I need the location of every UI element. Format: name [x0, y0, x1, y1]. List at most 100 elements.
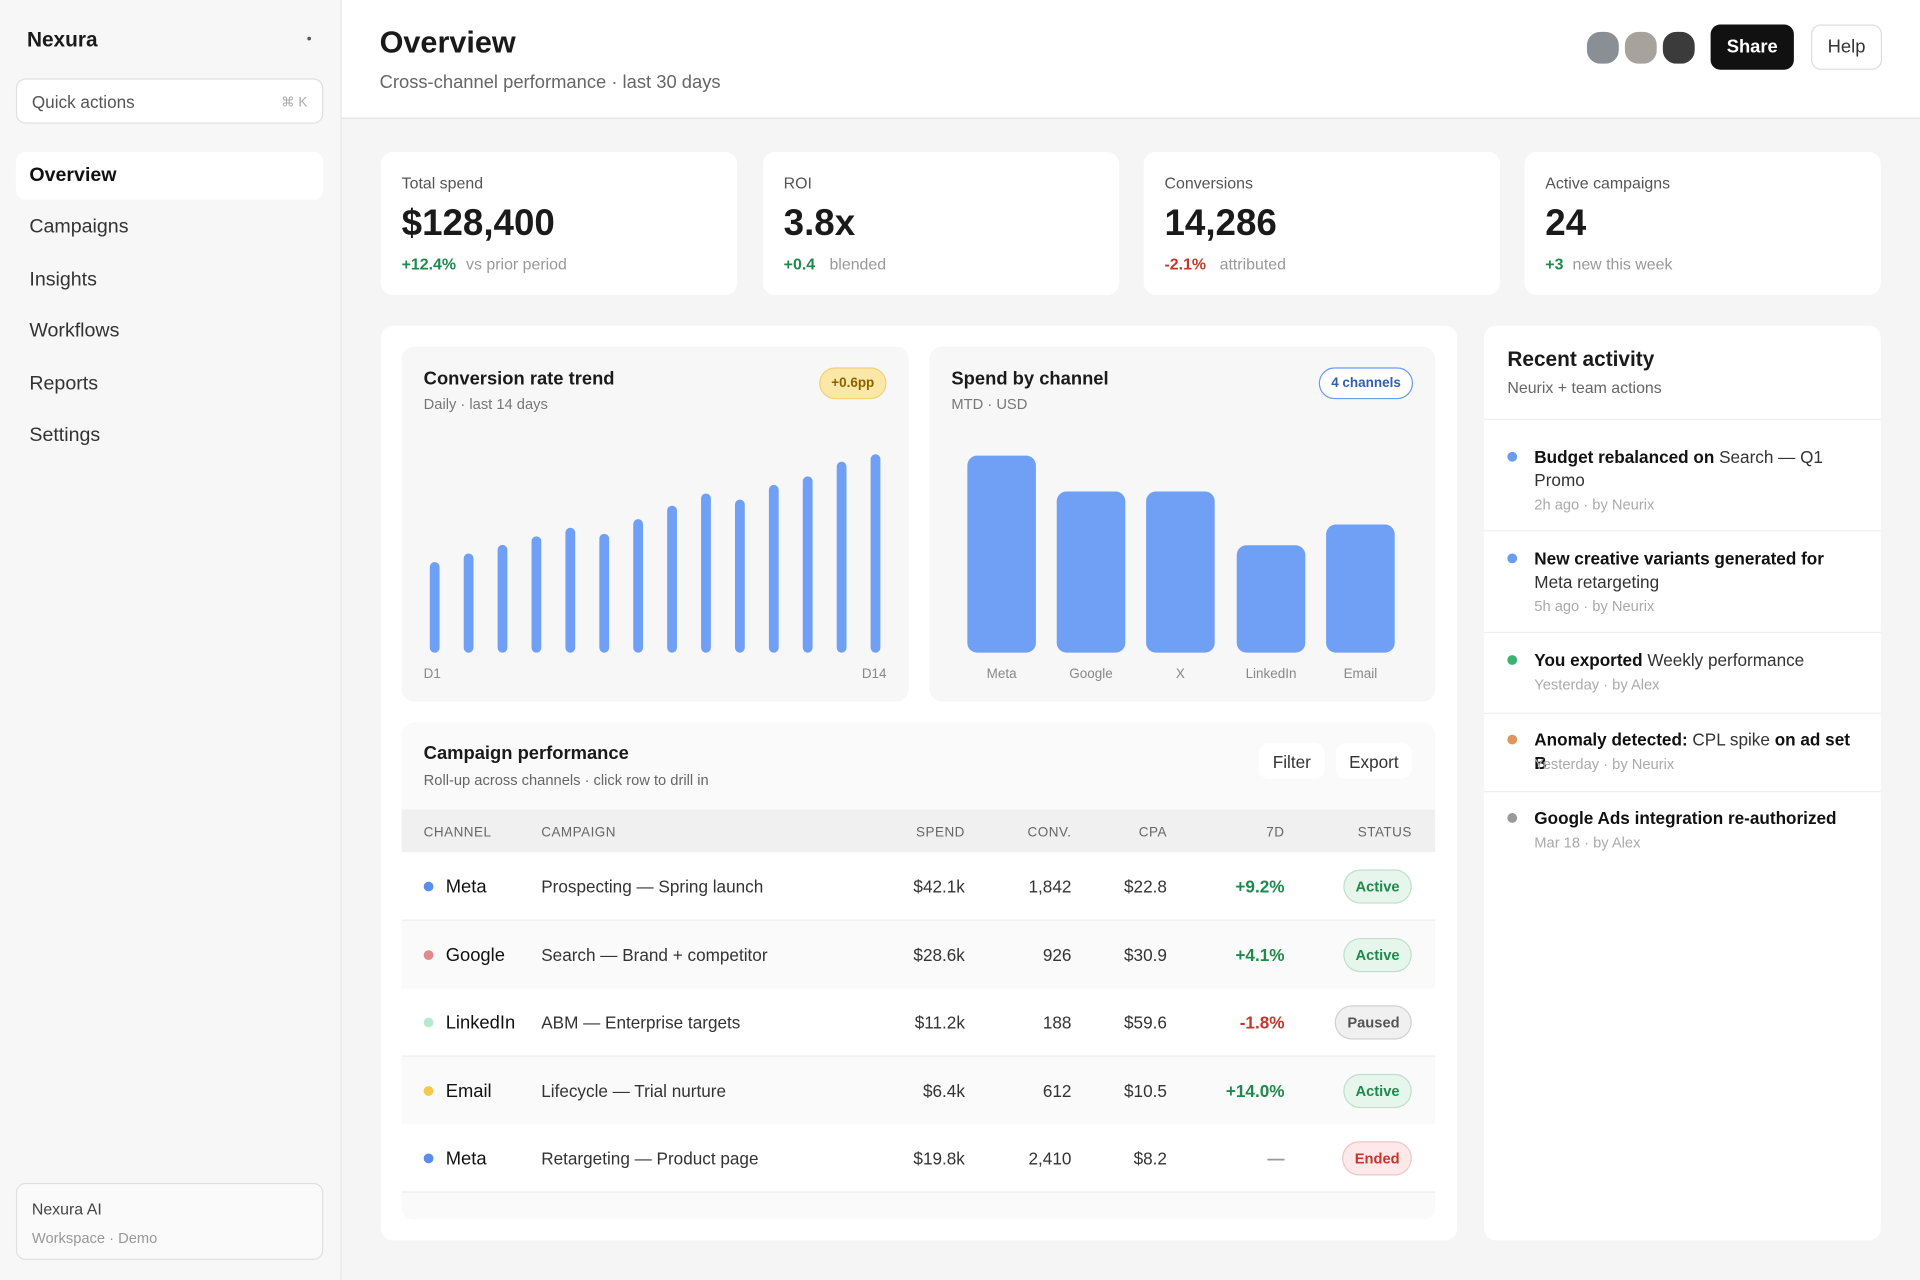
- kpi-card: ROI 3.8x +0.4 blended: [762, 151, 1120, 296]
- activity-meta: Yesterday · by Alex: [1534, 675, 1660, 694]
- channel-dot: [423, 1153, 434, 1164]
- share-button[interactable]: Share: [1710, 24, 1794, 70]
- channel: Meta: [445, 1148, 487, 1170]
- channel: Email: [445, 1080, 492, 1102]
- divider: [1484, 631, 1881, 634]
- nav-item[interactable]: Workflows: [29, 320, 120, 342]
- bar: [531, 536, 542, 653]
- nav-item[interactable]: Campaigns: [29, 216, 129, 238]
- conversion-chart-card: Conversion rate trend Daily · last 14 day…: [401, 346, 909, 702]
- table-row[interactable]: Meta Retargeting — Product page $19.8k 2,41…: [401, 1124, 1436, 1193]
- bar: [463, 553, 474, 653]
- activity-detail: Search — Q1 Promo: [1534, 446, 1823, 490]
- table-header: [401, 809, 1436, 853]
- avatar[interactable]: [1584, 29, 1622, 67]
- nav-item[interactable]: Reports: [29, 372, 98, 394]
- activity-meta: 2h ago · by Neurix: [1534, 495, 1655, 514]
- table-row[interactable]: LinkedIn ABM — Enterprise targets $11.2k 18…: [401, 988, 1436, 1057]
- column-header: SPEND: [916, 825, 965, 841]
- metric: $11.2k: [914, 1012, 965, 1033]
- activity-action: You exported: [1534, 650, 1643, 670]
- workspace[interactable]: Nexura AI Workspace · Demo: [15, 1182, 324, 1261]
- divider: [1484, 418, 1881, 421]
- activity-title: Recent activity: [1507, 347, 1655, 372]
- status-pill: Paused: [1335, 1005, 1412, 1040]
- bar: [1326, 524, 1395, 653]
- x-tick-label: Email: [1344, 666, 1378, 681]
- chart-plot: D1 D14: [424, 454, 887, 681]
- nav-item[interactable]: Overview: [15, 151, 324, 200]
- channel-dot: [423, 1017, 434, 1028]
- change-7d: —: [1267, 1148, 1285, 1169]
- kpi-delta: -2.1%: [1164, 254, 1207, 274]
- bar: [1236, 545, 1306, 653]
- x-tick-label: LinkedIn: [1246, 666, 1297, 681]
- bar: [497, 544, 508, 653]
- quick-actions[interactable]: Quick actions ⌘ K: [15, 78, 324, 124]
- brand-menu[interactable]: [307, 36, 312, 41]
- table-row[interactable]: Google Search — Brand + competitor $28.6k 9…: [401, 920, 1436, 989]
- metric: 1,842: [1028, 876, 1072, 897]
- sidebar: Nexura Quick actions ⌘ K Overview Campaig…: [0, 0, 342, 1280]
- nav-item[interactable]: Insights: [29, 268, 97, 290]
- column-header: CHANNEL: [423, 825, 492, 841]
- export-button[interactable]: Export: [1335, 743, 1412, 779]
- change-7d: +14.0%: [1225, 1080, 1285, 1101]
- kpi-card: Active campaigns 24 +3 new this week: [1524, 151, 1881, 296]
- activity-action: Budget rebalanced on: [1534, 446, 1715, 467]
- bar: [667, 505, 677, 653]
- channel-dot: [423, 881, 434, 892]
- activity-dot: [1507, 734, 1518, 745]
- x-tick-label: X: [1176, 666, 1185, 681]
- divider: [1484, 530, 1881, 532]
- chart-title: Spend by channel: [951, 368, 1109, 390]
- metric: $59.6: [1124, 1012, 1167, 1033]
- status-pill: Ended: [1342, 1141, 1412, 1176]
- metric: $6.4k: [922, 1080, 965, 1101]
- page-subtitle: Cross-channel performance · last 30 days: [379, 72, 721, 94]
- kpi-value: 24: [1545, 203, 1587, 244]
- metric: $28.6k: [913, 944, 965, 965]
- brand: Nexura: [26, 28, 98, 52]
- activity-text: Google Ads integration re-authorized: [1534, 807, 1865, 830]
- divider: [1484, 791, 1881, 793]
- shortcut: ⌘ K: [281, 95, 308, 111]
- kpi-delta: +0.4: [783, 254, 816, 274]
- x-tick-label: D14: [862, 666, 887, 681]
- help-button[interactable]: Help: [1811, 24, 1883, 70]
- metric: $42.1k: [913, 876, 965, 897]
- bar: [802, 476, 813, 653]
- table-row[interactable]: Meta Prospecting — Spring launch $42.1k 1,8…: [401, 852, 1436, 921]
- column-header: STATUS: [1357, 825, 1412, 841]
- nav-item[interactable]: Settings: [29, 424, 101, 446]
- filter-button[interactable]: Filter: [1258, 743, 1325, 779]
- activity-meta: Yesterday · by Neurix: [1534, 755, 1675, 773]
- metric: 926: [1042, 944, 1072, 965]
- x-tick-label: Meta: [987, 666, 1017, 681]
- x-tick-label: Google: [1069, 666, 1112, 681]
- channel: Google: [445, 944, 505, 966]
- bar: [429, 562, 440, 653]
- activity-dot: [1507, 451, 1518, 462]
- activity-text: You exported Weekly performance: [1534, 649, 1865, 672]
- metric: $22.8: [1124, 876, 1167, 897]
- status-pill: Active: [1343, 937, 1412, 972]
- avatar[interactable]: [1660, 29, 1698, 67]
- change-7d: -1.8%: [1239, 1012, 1285, 1033]
- chart-badge: +0.6pp: [818, 367, 887, 400]
- kpi-card: Conversions 14,286 -2.1% attributed: [1143, 151, 1501, 296]
- table-row[interactable]: Email Lifecycle — Trial nurture $6.4k 612 $1…: [401, 1056, 1436, 1125]
- change-7d: +4.1%: [1235, 944, 1285, 965]
- avatar[interactable]: [1622, 29, 1660, 67]
- metric: $19.8k: [913, 1148, 965, 1169]
- status-pill: Active: [1343, 1073, 1412, 1108]
- kpi-label: Conversions: [1164, 173, 1253, 193]
- bar: [734, 499, 745, 653]
- activity-subtitle: Neurix + team actions: [1507, 378, 1662, 397]
- activity-action: Anomaly detected:: [1534, 729, 1688, 750]
- campaign-table-card: Campaign performance Roll-up across chann…: [401, 722, 1436, 1220]
- bar: [565, 527, 576, 653]
- activity-meta: 5h ago · by Neurix: [1534, 597, 1655, 615]
- column-header: 7D: [1266, 825, 1285, 841]
- kpi-label: Active campaigns: [1545, 173, 1671, 193]
